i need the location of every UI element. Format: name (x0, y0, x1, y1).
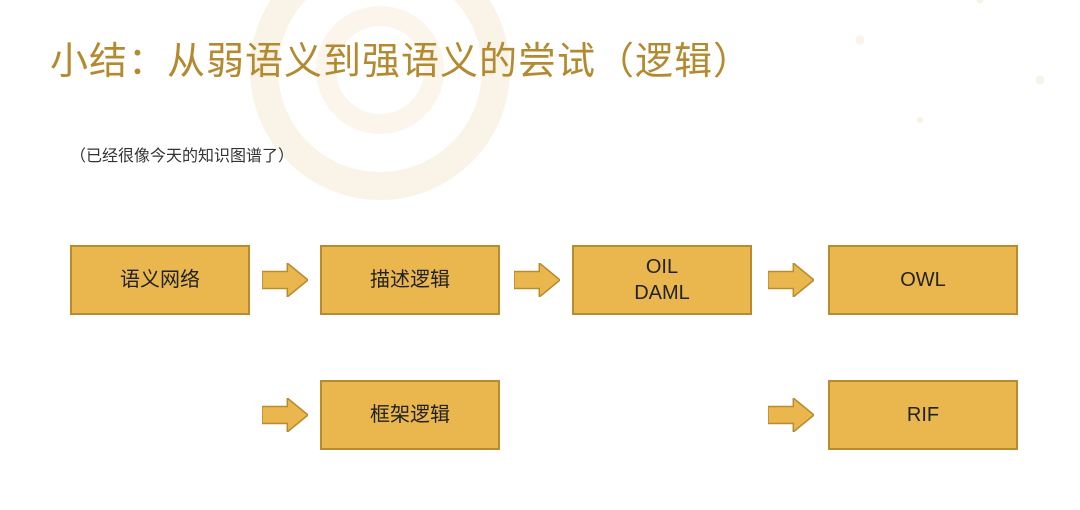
background-dots (800, 0, 1080, 180)
arrow-a5 (768, 398, 814, 432)
flow-node-semnet: 语义网络 (70, 245, 250, 315)
arrow-a4 (262, 398, 308, 432)
flow-node-oil_daml: OIL DAML (572, 245, 752, 315)
arrow-a1 (262, 263, 308, 297)
flow-node-rif: RIF (828, 380, 1018, 450)
arrow-a3 (768, 263, 814, 297)
flow-node-dl: 描述逻辑 (320, 245, 500, 315)
page-title: 小结：从弱语义到强语义的尝试（逻辑） (50, 30, 752, 85)
arrow-a2 (514, 263, 560, 297)
annotation-note: （已经很像今天的知识图谱了） (70, 145, 290, 169)
flow-node-owl: OWL (828, 245, 1018, 315)
flow-node-frame: 框架逻辑 (320, 380, 500, 450)
